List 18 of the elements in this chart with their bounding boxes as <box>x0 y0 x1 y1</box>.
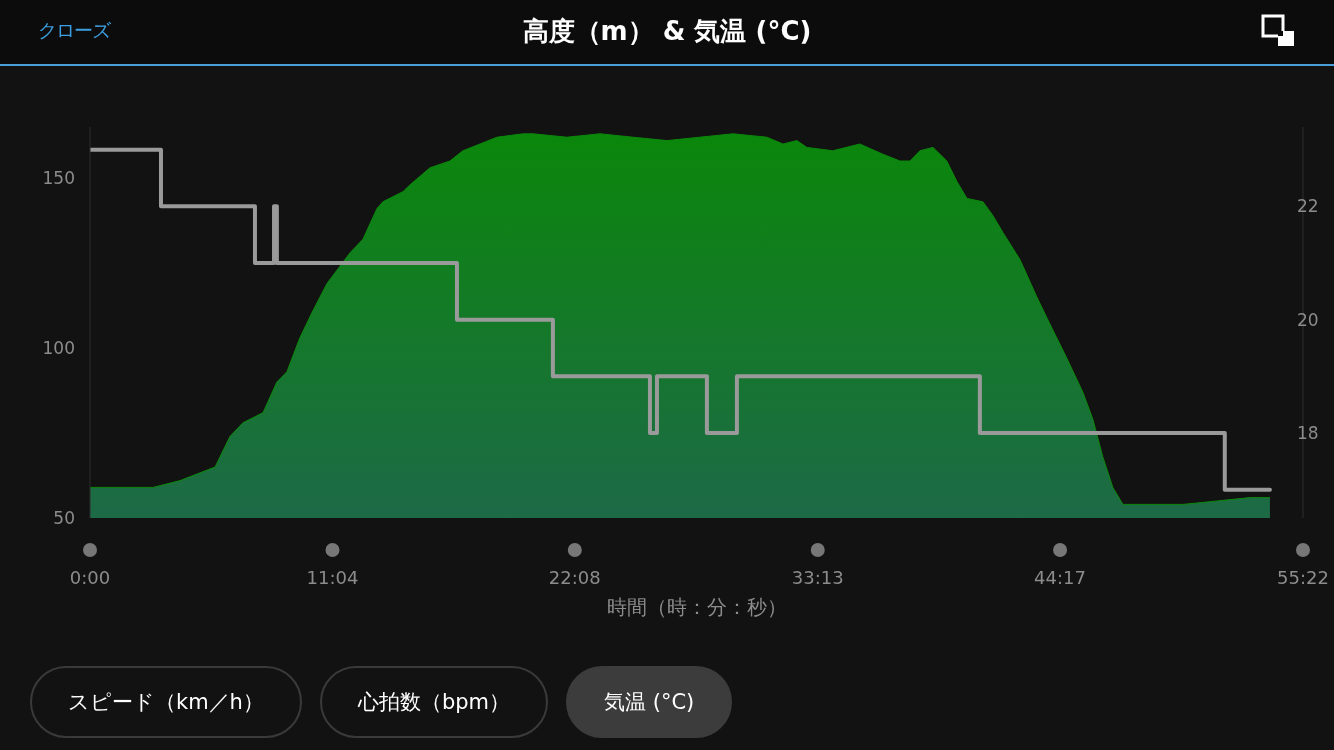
pill-button: 心拍数（bpm） <box>319 666 549 738</box>
x-tick-label: 11:04 <box>306 566 359 588</box>
x-tick-label: 44:17 <box>1034 566 1086 588</box>
y-tick-label: 50 <box>53 508 75 529</box>
chart-title: 高度（m） & 気温 (°C) <box>522 16 812 46</box>
x-tick-label: 22:08 <box>548 566 601 588</box>
y2-tick-label: 20 <box>1297 309 1319 330</box>
y-tick-label: 100 <box>42 338 75 359</box>
y2-tick-label: 18 <box>1297 423 1319 444</box>
pill-button: スピード（km／h） <box>30 666 302 738</box>
y-tick-label: 150 <box>42 168 75 189</box>
x-tick-label: 0:00 <box>69 566 111 588</box>
text: クローズ <box>38 19 110 41</box>
pill-button: 気温 (°C) <box>566 666 733 738</box>
x-axis-title: 時間（時：分：秒） <box>606 595 787 619</box>
x-tick-label: 33:13 <box>791 566 844 588</box>
y2-tick-label: 22 <box>1297 196 1319 217</box>
x-tick-label: 55:22 <box>1277 566 1329 588</box>
